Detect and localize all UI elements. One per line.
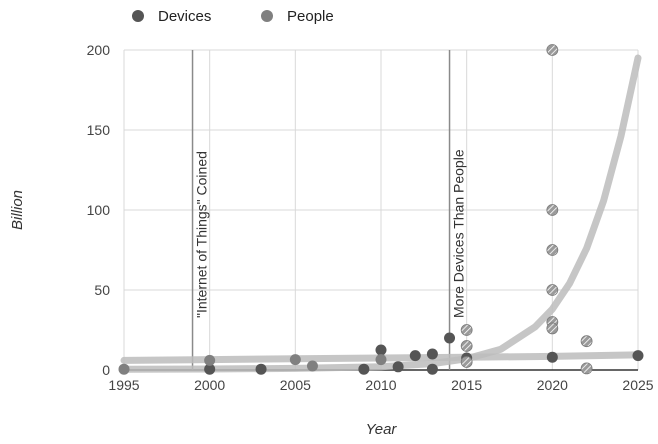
- data-point-devices: [392, 361, 404, 373]
- annotation-label: More Devices Than People: [451, 149, 467, 318]
- data-point-devices: [444, 332, 456, 344]
- data-point-people: [118, 363, 130, 375]
- legend-marker: [261, 10, 273, 22]
- x-tick-label: 2020: [537, 377, 568, 393]
- data-point-people: [546, 322, 559, 335]
- data-point-devices: [546, 351, 558, 363]
- x-tick-label: 2025: [622, 377, 653, 393]
- y-tick-label: 100: [87, 202, 111, 218]
- data-point-people: [580, 362, 593, 375]
- x-tick-label: 2010: [365, 377, 396, 393]
- data-point-devices: [426, 363, 438, 375]
- legend-marker: [132, 10, 144, 22]
- data-point-devices: [632, 350, 644, 362]
- data-point-people: [306, 360, 318, 372]
- data-point-people: [580, 335, 593, 348]
- data-point-people: [546, 244, 559, 256]
- data-point-people: [460, 356, 473, 368]
- data-point-people: [546, 284, 559, 296]
- y-tick-label: 0: [102, 362, 110, 378]
- x-tick-label: 2005: [280, 377, 311, 393]
- legend: Devices People: [132, 8, 334, 25]
- y-tick-label: 200: [87, 42, 111, 58]
- data-points: [118, 44, 644, 375]
- data-point-devices: [204, 363, 216, 375]
- x-tick-label: 2015: [451, 377, 482, 393]
- y-tick-label: 50: [94, 282, 110, 298]
- data-point-people: [460, 340, 473, 352]
- data-point-devices: [426, 348, 438, 360]
- data-point-people: [460, 324, 473, 336]
- data-point-people: [204, 354, 216, 366]
- legend-label: Devices: [158, 8, 211, 25]
- annotation-lines: "Internet of Things" Coined More Devices …: [191, 50, 467, 370]
- x-axis-title: Year: [366, 421, 398, 438]
- data-point-people: [289, 354, 301, 366]
- annotation-label: "Internet of Things" Coined: [194, 151, 210, 318]
- data-point-devices: [375, 344, 387, 356]
- data-point-devices: [358, 363, 370, 375]
- data-point-devices: [255, 363, 267, 375]
- data-point-people: [546, 204, 559, 216]
- y-axis-title: Billion: [9, 190, 26, 230]
- y-tick-label: 150: [87, 122, 111, 138]
- data-point-people: [546, 44, 559, 56]
- tick-labels: 1995 2000 2005 2010 2015 2020 2025 0 50 100 150 200: [87, 42, 654, 393]
- x-tick-label: 2000: [194, 377, 225, 393]
- data-point-devices: [409, 350, 421, 362]
- data-point-people: [375, 354, 387, 366]
- legend-label: People: [287, 8, 334, 25]
- x-tick-label: 1995: [108, 377, 139, 393]
